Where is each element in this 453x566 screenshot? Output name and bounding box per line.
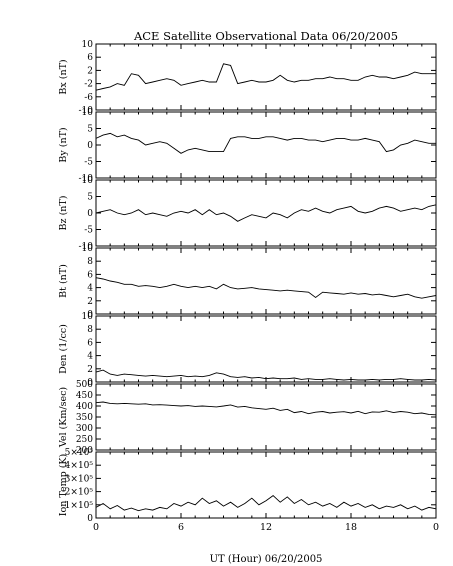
panel-frame-4 xyxy=(95,247,437,315)
y-tick-label: 10 xyxy=(82,40,94,50)
panel-frame-5 xyxy=(95,315,437,383)
y-tick-label: 0 xyxy=(87,209,93,219)
y-tick-label: 6 xyxy=(87,270,93,280)
y-tick-label: 2×10⁵ xyxy=(65,488,94,498)
y-axis-label: Den (1/cc) xyxy=(58,324,69,374)
panels: 10 6 2 -2 -6 -10 Bx (nT) 10 5 0 -5 -10 By (nT) 10 5 0 -5… xyxy=(58,40,439,533)
data-line xyxy=(95,132,436,154)
data-line xyxy=(95,495,437,512)
y-tick-label: 4 xyxy=(87,352,93,362)
figure-title: ACE Satellite Observational Data 06/20/2… xyxy=(133,29,398,43)
data-line xyxy=(95,369,437,381)
y-axis-label: Vel (Km/sec) xyxy=(58,387,69,448)
y-tick-label: 10 xyxy=(82,176,94,186)
y-tick-label: 300 xyxy=(76,424,93,434)
y-axis-label: By (nT) xyxy=(58,127,69,162)
panel-frame-7 xyxy=(95,451,437,519)
y-tick-label: 250 xyxy=(76,435,93,445)
y-tick-label: 200 xyxy=(76,446,93,456)
x-axis-label: UT (Hour) 06/20/2005 xyxy=(210,554,323,565)
y-tick-label: 5 xyxy=(87,125,93,135)
y-axis-label: Bz (nT) xyxy=(58,196,69,231)
y-tick-label: 2 xyxy=(87,365,93,375)
y-axis-label: Bx (nT) xyxy=(58,59,69,94)
y-tick-label: 2 xyxy=(87,66,93,76)
y-tick-label: 8 xyxy=(87,325,93,335)
data-line xyxy=(95,401,437,416)
y-axis-label: Ion Temp (K) xyxy=(58,454,69,516)
y-tick-label: 10 xyxy=(82,312,94,322)
y-tick-label: -5 xyxy=(84,226,93,236)
y-tick-label: 0 xyxy=(87,310,93,320)
y-axis-label: Bt (nT) xyxy=(58,264,69,298)
y-tick-label: 0 xyxy=(87,378,93,388)
y-tick-label: -6 xyxy=(84,93,93,103)
y-tick-label: 5 xyxy=(87,193,93,203)
y-tick-label: 2 xyxy=(87,297,93,307)
y-tick-label: 4×10⁵ xyxy=(65,461,94,471)
x-tick-label: 0 xyxy=(433,522,439,533)
y-tick-label: 5×10⁵ xyxy=(65,448,94,458)
y-tick-label: 1×10⁵ xyxy=(65,501,94,511)
y-tick-label: 3×10⁵ xyxy=(65,474,94,484)
y-tick-label: 6 xyxy=(87,53,93,63)
x-tick-label: 6 xyxy=(178,522,184,533)
y-tick-label: 500 xyxy=(76,380,93,390)
y-tick-label: 8 xyxy=(87,257,93,267)
y-tick-label: -10 xyxy=(79,242,94,252)
data-line xyxy=(95,204,437,222)
y-tick-label: -10 xyxy=(79,174,94,184)
panel-frame-6 xyxy=(95,383,437,451)
y-tick-label: 0 xyxy=(87,141,93,151)
y-tick-label: 10 xyxy=(82,244,94,254)
x-tick-label: 12 xyxy=(260,522,272,533)
data-line xyxy=(95,63,436,91)
x-tick-label: 18 xyxy=(345,522,357,533)
y-tick-label: 450 xyxy=(76,391,93,401)
y-tick-label: -2 xyxy=(84,80,93,90)
panel-frame-3 xyxy=(95,179,437,247)
y-tick-label: 10 xyxy=(82,108,94,118)
x-tick-label: 0 xyxy=(93,522,99,533)
y-tick-label: -10 xyxy=(79,106,94,116)
y-tick-label: 6 xyxy=(87,338,93,348)
y-tick-label: 0 xyxy=(87,514,93,524)
y-tick-label: 400 xyxy=(76,402,93,412)
data-line xyxy=(95,277,437,299)
y-tick-label: 4 xyxy=(87,284,93,294)
y-tick-label: 350 xyxy=(76,413,93,423)
y-tick-label: -5 xyxy=(84,158,93,168)
